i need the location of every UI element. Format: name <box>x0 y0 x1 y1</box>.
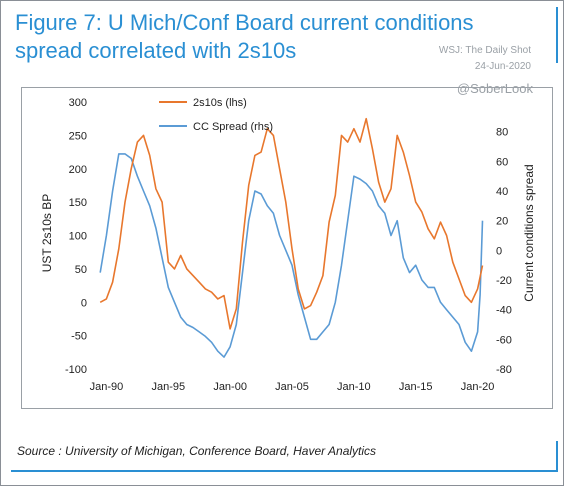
x-tick-label: Jan-95 <box>151 381 185 393</box>
y-left-tick-label: 150 <box>69 197 87 209</box>
legend-label: 2s10s (lhs) <box>193 97 247 109</box>
legend-label: CC Spread (rhs) <box>193 121 273 133</box>
figure-title: Figure 7: U Mich/Conf Board current cond… <box>15 10 474 63</box>
y-right-tick-label: 40 <box>496 186 508 198</box>
x-tick-label: Jan-10 <box>337 381 371 393</box>
y-right-tick-label: 60 <box>496 156 508 168</box>
y-right-tick-label: -80 <box>496 364 512 376</box>
y-left-tick-label: 0 <box>81 297 87 309</box>
y-left-tick-label: 250 <box>69 130 87 142</box>
y-right-tick-label: -40 <box>496 305 512 317</box>
y-right-tick-label: -60 <box>496 334 512 346</box>
y-left-tick-label: 100 <box>69 231 87 243</box>
y-right-tick-label: 20 <box>496 216 508 228</box>
y-right-tick-label: 0 <box>496 245 502 257</box>
series-line-cc-spread-rhs <box>99 153 484 358</box>
footer-accent-line-vertical <box>556 441 558 471</box>
plot-area-border <box>21 87 553 409</box>
x-tick-label: Jan-20 <box>461 381 495 393</box>
title-accent-line <box>556 7 558 63</box>
x-tick-label: Jan-05 <box>275 381 309 393</box>
watermark-handle: @SoberLook <box>456 81 533 96</box>
y-left-tick-label: -100 <box>65 364 87 376</box>
series-line-2s10s-lhs <box>99 117 484 330</box>
footer-accent-line <box>11 470 558 472</box>
y-right-axis-title: Current conditions spread <box>522 164 536 301</box>
watermark-date: 24-Jun-2020 <box>474 61 531 72</box>
y-left-tick-label: 300 <box>69 97 87 109</box>
watermark-source: WSJ: The Daily Shot <box>438 45 531 56</box>
series-layer <box>99 117 484 358</box>
legend: 2s10s (lhs) CC Spread (rhs) <box>159 97 273 133</box>
y-left-tick-label: 50 <box>75 264 87 276</box>
axes-layer: -100 -50 0 50 100 150 200 250 300 -80 -60 -40 -20 0 20… <box>40 97 536 393</box>
x-tick-label: Jan-00 <box>213 381 247 393</box>
y-right-tick-label: 80 <box>496 127 508 139</box>
y-left-tick-label: -50 <box>71 331 87 343</box>
x-tick-label: Jan-90 <box>90 381 124 393</box>
source-note: Source : University of Michigan, Confere… <box>17 444 377 458</box>
y-left-tick-label: 200 <box>69 164 87 176</box>
y-left-axis-title: UST 2s10s BP <box>40 194 54 272</box>
x-tick-label: Jan-15 <box>399 381 433 393</box>
y-right-tick-label: -20 <box>496 275 512 287</box>
